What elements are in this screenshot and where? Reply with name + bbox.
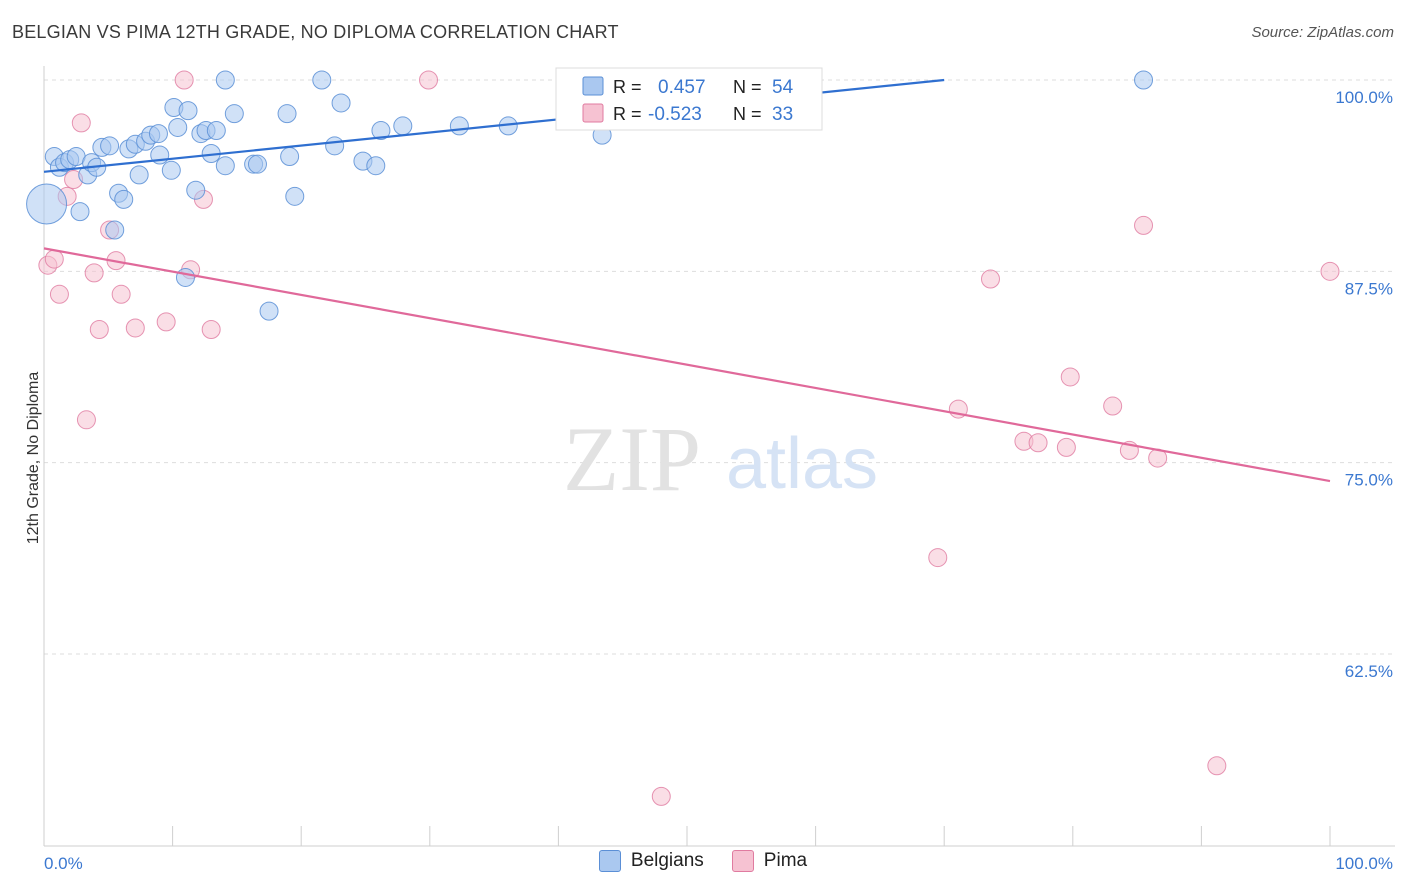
- watermark: ZIP atlas: [563, 408, 878, 510]
- legend-r-value-belgians: 0.457: [658, 77, 706, 98]
- belgian-point-22: [161, 160, 181, 180]
- x-tick-label-0: 0.0%: [44, 854, 83, 873]
- bottom-legend-belgians: Belgians: [598, 850, 704, 872]
- belgian-point-31: [206, 121, 226, 141]
- pima-point-8: [89, 319, 109, 339]
- belgian-point-0: [26, 183, 68, 225]
- pima-point-12: [125, 318, 145, 338]
- belgian-point-26: [178, 101, 198, 121]
- pima-point-18: [419, 70, 439, 90]
- legend-n-label-pima: N =: [733, 104, 762, 124]
- belgian-point-41: [312, 70, 332, 90]
- belgian-point-14: [114, 189, 134, 209]
- belgian-points: [26, 70, 1154, 321]
- pima-point-14: [174, 70, 194, 90]
- belgian-point-6: [70, 202, 90, 222]
- belgian-point-48: [449, 116, 469, 136]
- legend-n-label-belgians: N =: [733, 77, 762, 97]
- pima-point-6: [76, 410, 96, 430]
- legend: R = 0.457 N = 54 R = -0.523 N = 33: [555, 67, 823, 131]
- legend-r-value-pima: -0.523: [648, 104, 702, 125]
- belgian-point-47: [393, 116, 413, 136]
- belgian-point-25: [175, 267, 195, 287]
- pima-point-26: [1060, 367, 1080, 387]
- pima-point-24: [1028, 433, 1048, 453]
- legend-n-value-belgians: 54: [772, 77, 794, 98]
- belgian-point-20: [148, 124, 168, 144]
- pima-point-7: [84, 263, 104, 283]
- belgian-point-33: [215, 70, 235, 90]
- pima-point-27: [1103, 396, 1123, 416]
- watermark-atlas: atlas: [726, 424, 878, 504]
- x-tick-label-1: 100.0%: [1335, 854, 1393, 873]
- belgian-point-27: [186, 180, 206, 200]
- pima-point-25: [1056, 437, 1076, 457]
- tick-labels: 62.5% 75.0% 87.5% 100.0% 0.0% 100.0%: [44, 88, 1393, 873]
- belgian-point-40: [285, 186, 305, 206]
- pima-point-11: [111, 284, 131, 304]
- pima-point-17: [201, 319, 221, 339]
- legend-swatch-pima: [582, 103, 604, 123]
- belgian-point-42: [325, 136, 345, 156]
- y-tick-label-1: 75.0%: [1345, 471, 1393, 490]
- bottom-legend: Belgians Pima: [0, 850, 1406, 872]
- belgian-point-12: [105, 220, 125, 240]
- belgian-point-46: [371, 121, 391, 141]
- belgian-point-32: [215, 156, 235, 176]
- belgian-point-39: [280, 147, 300, 167]
- belgian-point-43: [331, 93, 351, 113]
- y-tick-label-2: 87.5%: [1345, 279, 1393, 298]
- pima-point-29: [1134, 215, 1154, 235]
- pima-point-2: [49, 284, 69, 304]
- pima-point-13: [156, 312, 176, 332]
- pima-point-32: [1320, 261, 1340, 281]
- pima-point-20: [928, 548, 948, 568]
- chart-title: BELGIAN VS PIMA 12TH GRADE, NO DIPLOMA C…: [12, 22, 619, 42]
- belgian-point-17: [129, 165, 149, 185]
- y-tick-label-0: 62.5%: [1345, 662, 1393, 681]
- pima-point-22: [980, 269, 1000, 289]
- y-axis-label: 12th Grade, No Diploma: [25, 372, 42, 545]
- legend-n-value-pima: 33: [772, 104, 793, 125]
- belgian-point-45: [366, 156, 386, 176]
- pima-point-1: [44, 249, 64, 269]
- legend-swatch-belgians: [582, 76, 604, 96]
- pima-label: Pima: [763, 850, 808, 871]
- source-label: Source: ZipAtlas.com: [1251, 24, 1394, 41]
- belgian-point-34: [224, 104, 244, 124]
- bottom-legend-pima: Pima: [731, 850, 808, 872]
- pima-point-19: [651, 786, 671, 806]
- legend-r-label-pima: R =: [613, 104, 642, 124]
- belgians-label: Belgians: [630, 850, 704, 871]
- watermark-zip: ZIP: [563, 408, 701, 510]
- belgians-swatch: [598, 850, 621, 872]
- pima-point-5: [71, 113, 91, 133]
- y-tick-label-3: 100.0%: [1335, 88, 1393, 107]
- pima-point-31: [1207, 756, 1227, 776]
- pima-trend-line: [43, 247, 1331, 483]
- belgian-point-37: [259, 301, 279, 321]
- pima-swatch: [731, 850, 754, 872]
- belgian-point-36: [247, 154, 267, 174]
- belgian-point-24: [168, 117, 188, 137]
- belgian-point-38: [277, 104, 297, 124]
- belgian-point-11: [100, 136, 120, 156]
- belgian-point-53: [1134, 70, 1154, 90]
- legend-r-label-belgians: R =: [613, 77, 642, 97]
